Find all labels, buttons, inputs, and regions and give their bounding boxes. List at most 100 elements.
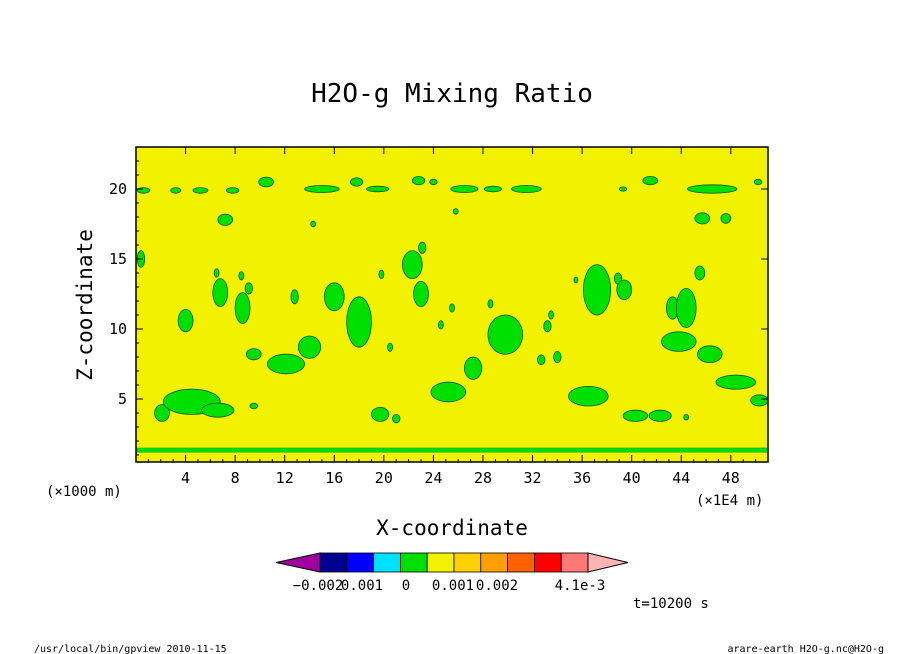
x-tick-label: 24: [424, 469, 442, 487]
contour-patch: [366, 185, 390, 193]
contour-patch: [715, 374, 757, 390]
contour-band: [135, 447, 769, 453]
contour-patch: [463, 356, 483, 380]
colorbar-segment: [560, 552, 589, 573]
y-tick-label: 20: [109, 180, 127, 198]
y-unit-label: (×1000 m): [46, 484, 122, 500]
y-tick-label: 15: [109, 250, 127, 268]
contour-patch: [371, 406, 390, 422]
contour-patch: [616, 279, 633, 301]
contour-patch: [310, 220, 317, 228]
colorbar-arrow-right: [587, 552, 629, 573]
contour-patch: [413, 280, 429, 307]
time-label: t=10200 s: [633, 596, 709, 612]
contour-patch: [618, 186, 628, 192]
contour-patch: [244, 282, 253, 295]
colorbar-segment: [346, 552, 374, 573]
x-axis: 4 8 12 16 20 24 28 32 36 40 44 48: [147, 147, 757, 487]
x-tick-label: 28: [474, 469, 492, 487]
contour-patch: [720, 213, 732, 224]
colorbar-segment: [399, 552, 428, 573]
contour-patches: [135, 176, 769, 453]
contour-patch: [694, 265, 706, 281]
x-unit-label: (×1E4 m): [696, 493, 763, 509]
colorbar-arrow-left: [275, 552, 321, 573]
colorbar-label: 0.002: [476, 578, 518, 594]
y-tick-label: 5: [118, 390, 127, 408]
contour-patch: [213, 268, 220, 278]
contour-patch: [154, 404, 170, 422]
contour-patch: [696, 345, 723, 364]
x-tick-label: 36: [573, 469, 591, 487]
contour-patch: [136, 187, 151, 194]
footer-left: /usr/local/bin/gpview 2010-11-15: [34, 644, 227, 654]
contour-patch: [212, 278, 229, 308]
colorbar-segment: [373, 552, 401, 573]
footer-right: arare-earth_H2O-g.nc@H2O-g: [727, 644, 884, 654]
y-tick-label: 10: [109, 320, 127, 338]
x-axis-label: X-coordinate: [376, 516, 528, 540]
x-tick-label: 32: [524, 469, 542, 487]
contour-patch: [411, 176, 426, 186]
chart-title: H2O-g Mixing Ratio: [311, 79, 593, 109]
colorbar-segment: [319, 552, 348, 573]
contour-patch: [177, 308, 194, 333]
colorbar-segment: [480, 552, 508, 573]
contour-patch: [245, 348, 262, 361]
contour-patch: [648, 409, 672, 422]
contour-patch: [573, 276, 579, 284]
contour-patch: [258, 176, 274, 188]
colorbar-segment: [426, 552, 455, 573]
contour-patch: [346, 296, 372, 348]
x-tick-label: 8: [231, 469, 240, 487]
colorbar-label: 0.001: [341, 578, 383, 594]
contour-patch: [483, 185, 502, 193]
contour-patch: [687, 184, 738, 194]
contour-patch: [622, 409, 649, 422]
contour-patch: [437, 320, 444, 330]
y-axis-label: Z-coordinate: [73, 229, 97, 381]
contour-patch: [392, 413, 401, 424]
plot-frame: [135, 146, 769, 463]
contour-patch: [304, 185, 340, 193]
colorbar-label: 0: [402, 578, 410, 594]
x-tick-label: 44: [672, 469, 690, 487]
contour-patch: [238, 271, 245, 281]
x-tick-label: 40: [623, 469, 641, 487]
contour-patch: [387, 342, 393, 352]
contour-patch: [249, 402, 258, 410]
contour-patch: [323, 282, 345, 312]
x-tick-label: 12: [276, 469, 294, 487]
contour-patch: [511, 185, 542, 193]
contour-patch: [290, 289, 299, 305]
contour-patch: [487, 299, 494, 309]
contour-patch: [642, 176, 659, 186]
contour-patch: [568, 386, 609, 407]
contour-patch: [487, 314, 524, 355]
contour-patch: [430, 381, 467, 403]
contour-patch: [543, 320, 552, 333]
colorbar-segment: [453, 552, 482, 573]
contour-patch: [217, 213, 234, 226]
contour-patch: [192, 187, 209, 194]
contour-patch: [170, 187, 182, 194]
contour-patch: [450, 185, 479, 193]
contour-patch: [548, 310, 555, 320]
contour-patch: [201, 402, 235, 418]
colorbar: [275, 552, 629, 573]
contour-patch: [683, 414, 690, 421]
contour-patch: [553, 350, 562, 363]
contour-patch: [452, 208, 459, 215]
contour-patch: [675, 287, 697, 328]
contour-patch: [582, 264, 612, 316]
colorbar-segment: [534, 552, 562, 573]
y-axis: 5 10 15 20: [109, 160, 768, 456]
contour-patch: [429, 178, 438, 186]
contour-patch: [297, 335, 322, 359]
contour-patch: [266, 353, 305, 375]
contour-patch: [750, 394, 769, 407]
contour-patch: [226, 187, 240, 194]
x-tick-label: 20: [375, 469, 393, 487]
colorbar-segment: [507, 552, 535, 573]
